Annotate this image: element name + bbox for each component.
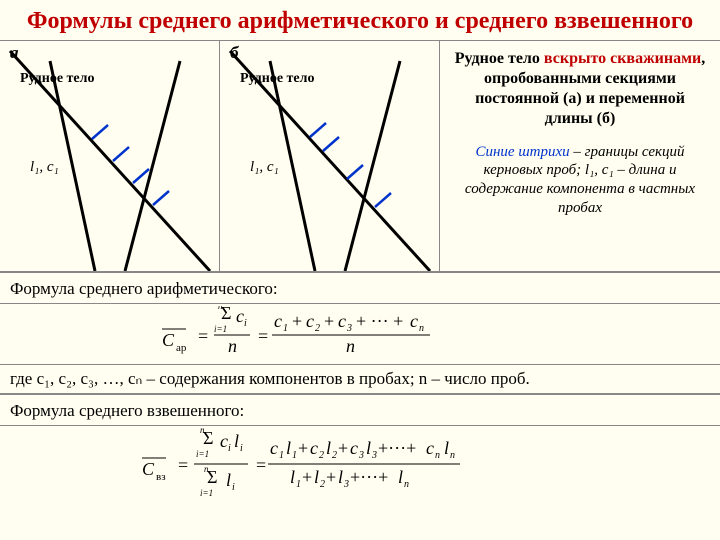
svg-text:2: 2 [315,323,320,334]
desc-pre: Рудное тело [455,50,544,67]
svg-text:+: + [302,467,312,487]
top-row: а Рудное тело l₁, c₁ б Рудное тело l₁, c… [0,40,720,272]
svg-text:c: c [350,438,358,458]
svg-text:C: C [142,459,155,479]
svg-text:C: C [162,330,175,350]
formula2-svg: Cвз = Σ n i=1 ci li Σ n i=1 li = c1 l1 +… [130,428,590,500]
panel-b: б Рудное тело l₁, c₁ [220,41,440,271]
svg-text:+: + [326,467,336,487]
svg-text:+: + [338,438,348,458]
svg-text:i: i [244,318,247,329]
svg-text:c: c [410,311,418,331]
svg-text:l: l [226,470,231,490]
svg-text:1: 1 [292,450,297,461]
svg-text:i: i [232,482,235,493]
svg-text:i: i [240,443,243,454]
svg-text:+: + [298,438,308,458]
caption-blue: Синие штрихи [475,144,569,160]
svg-text:l: l [326,438,331,458]
svg-text:Σ: Σ [207,467,217,487]
formula1-where: где c₁, c₂, c₃, …, cₙ – содержания компо… [0,364,720,394]
svg-text:+ ··· +: + ··· + [356,311,403,331]
svg-text:c: c [306,311,314,331]
svg-text:=: = [258,326,268,346]
svg-text:+···+: +···+ [350,467,388,487]
description-caption: Синие штрихи – границы секций керновых п… [450,143,710,218]
formula2-area: Cвз = Σ n i=1 ci li Σ n i=1 li = c1 l1 +… [0,426,720,502]
svg-text:3: 3 [343,479,349,490]
svg-text:1: 1 [283,323,288,334]
svg-text:l: l [366,438,371,458]
svg-text:c: c [270,438,278,458]
svg-text:=: = [178,455,188,475]
desc-hl: вскрыто скважинами [544,50,701,67]
formula1-area: Cар = Σ n i=1 ci n = c1 + c2 + c3 + ··· … [0,304,720,364]
svg-text:c: c [338,311,346,331]
formula2-heading: Формула среднего взвешенного: [0,394,720,426]
svg-text:l: l [286,438,291,458]
svg-text:i: i [228,443,231,454]
svg-text:l: l [314,467,319,487]
svg-text:i=1: i=1 [214,324,227,334]
svg-text:n: n [346,336,355,356]
svg-text:c: c [236,306,244,326]
description-panel: Рудное тело вскрыто скважинами, опробова… [440,41,720,271]
formula1-svg: Cар = Σ n i=1 ci n = c1 + c2 + c3 + ··· … [150,306,570,362]
svg-text:2: 2 [320,479,325,490]
panel-a: а Рудное тело l₁, c₁ [0,41,220,271]
svg-text:Σ: Σ [221,306,231,323]
svg-text:c: c [274,311,282,331]
svg-text:n: n [200,428,205,435]
svg-text:n: n [435,450,440,461]
svg-text:n: n [419,323,424,334]
svg-text:1: 1 [279,450,284,461]
svg-text:+: + [324,311,334,331]
formula1-heading: Формула среднего арифметического: [0,272,720,304]
svg-text:2: 2 [332,450,337,461]
svg-text:ар: ар [176,342,187,354]
svg-text:1: 1 [296,479,301,490]
svg-text:3: 3 [358,450,364,461]
svg-text:2: 2 [319,450,324,461]
svg-text:n: n [218,306,223,311]
svg-text:l: l [290,467,295,487]
svg-text:3: 3 [346,323,352,334]
svg-text:3: 3 [371,450,377,461]
svg-text:=: = [198,326,208,346]
svg-text:l: l [234,431,239,451]
svg-text:+: + [292,311,302,331]
svg-text:Σ: Σ [203,428,213,448]
svg-text:c: c [426,438,434,458]
svg-text:i=1: i=1 [196,449,209,459]
panel-a-svg [0,41,220,271]
svg-text:l: l [398,467,403,487]
svg-text:c: c [220,431,228,451]
panel-b-svg [220,41,440,271]
svg-text:n: n [228,336,237,356]
svg-text:c: c [310,438,318,458]
svg-text:n: n [204,464,209,474]
svg-text:+···+: +···+ [378,438,416,458]
svg-text:l: l [338,467,343,487]
svg-text:n: n [450,450,455,461]
page-title: Формулы среднего арифметического и средн… [0,0,720,40]
svg-text:i=1: i=1 [200,488,213,498]
svg-text:n: n [404,479,409,490]
svg-text:=: = [256,455,266,475]
description-main: Рудное тело вскрыто скважинами, опробова… [450,49,710,129]
svg-text:вз: вз [156,471,166,483]
svg-text:l: l [444,438,449,458]
